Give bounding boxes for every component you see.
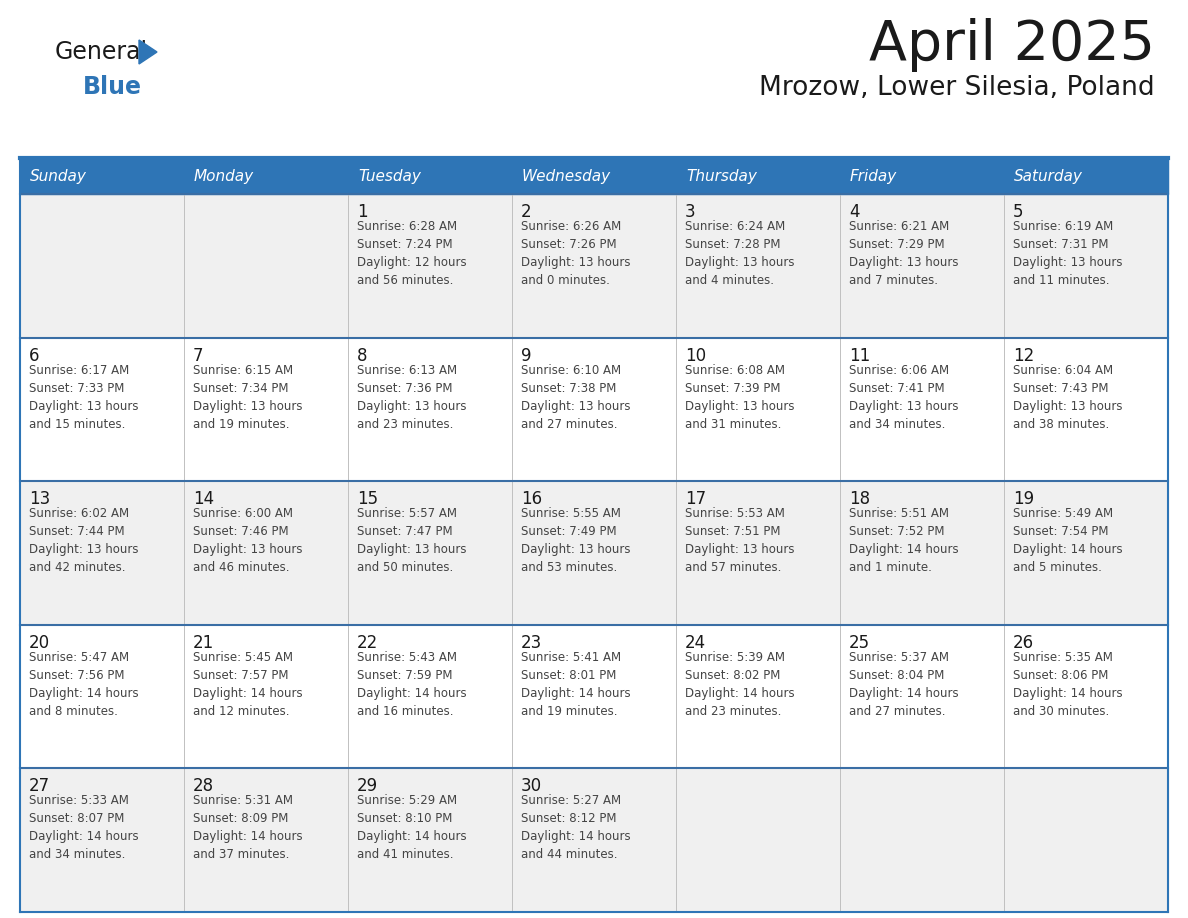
Text: 21: 21: [192, 633, 214, 652]
Text: Sunrise: 5:27 AM
Sunset: 8:12 PM
Daylight: 14 hours
and 44 minutes.: Sunrise: 5:27 AM Sunset: 8:12 PM Dayligh…: [522, 794, 631, 861]
Text: Thursday: Thursday: [685, 169, 757, 184]
Bar: [20, 481, 1168, 625]
Text: 27: 27: [29, 778, 50, 795]
Text: April 2025: April 2025: [868, 18, 1155, 72]
Text: 19: 19: [1013, 490, 1034, 509]
Text: Sunrise: 6:28 AM
Sunset: 7:24 PM
Daylight: 12 hours
and 56 minutes.: Sunrise: 6:28 AM Sunset: 7:24 PM Dayligh…: [358, 220, 467, 287]
Text: Sunrise: 6:08 AM
Sunset: 7:39 PM
Daylight: 13 hours
and 31 minutes.: Sunrise: 6:08 AM Sunset: 7:39 PM Dayligh…: [685, 364, 795, 431]
Text: Sunrise: 6:19 AM
Sunset: 7:31 PM
Daylight: 13 hours
and 11 minutes.: Sunrise: 6:19 AM Sunset: 7:31 PM Dayligh…: [1013, 220, 1123, 287]
Text: Sunrise: 6:06 AM
Sunset: 7:41 PM
Daylight: 13 hours
and 34 minutes.: Sunrise: 6:06 AM Sunset: 7:41 PM Dayligh…: [849, 364, 959, 431]
Bar: [20, 158, 1168, 194]
Text: 13: 13: [29, 490, 50, 509]
Text: Sunrise: 6:13 AM
Sunset: 7:36 PM
Daylight: 13 hours
and 23 minutes.: Sunrise: 6:13 AM Sunset: 7:36 PM Dayligh…: [358, 364, 467, 431]
Text: 30: 30: [522, 778, 542, 795]
Text: 18: 18: [849, 490, 870, 509]
Bar: [20, 768, 1168, 912]
Text: 29: 29: [358, 778, 378, 795]
Text: Blue: Blue: [83, 75, 143, 99]
Text: Sunrise: 5:33 AM
Sunset: 8:07 PM
Daylight: 14 hours
and 34 minutes.: Sunrise: 5:33 AM Sunset: 8:07 PM Dayligh…: [29, 794, 139, 861]
Text: 15: 15: [358, 490, 378, 509]
Text: Sunrise: 5:37 AM
Sunset: 8:04 PM
Daylight: 14 hours
and 27 minutes.: Sunrise: 5:37 AM Sunset: 8:04 PM Dayligh…: [849, 651, 959, 718]
Text: Sunrise: 6:26 AM
Sunset: 7:26 PM
Daylight: 13 hours
and 0 minutes.: Sunrise: 6:26 AM Sunset: 7:26 PM Dayligh…: [522, 220, 631, 287]
Text: 25: 25: [849, 633, 870, 652]
Text: 3: 3: [685, 203, 696, 221]
Text: Monday: Monday: [194, 169, 254, 184]
Text: Sunrise: 5:45 AM
Sunset: 7:57 PM
Daylight: 14 hours
and 12 minutes.: Sunrise: 5:45 AM Sunset: 7:57 PM Dayligh…: [192, 651, 303, 718]
Text: Tuesday: Tuesday: [358, 169, 421, 184]
Text: 8: 8: [358, 347, 367, 364]
Text: Sunrise: 5:39 AM
Sunset: 8:02 PM
Daylight: 14 hours
and 23 minutes.: Sunrise: 5:39 AM Sunset: 8:02 PM Dayligh…: [685, 651, 795, 718]
Text: General: General: [55, 40, 148, 64]
Text: Sunday: Sunday: [30, 169, 87, 184]
Text: Sunrise: 5:47 AM
Sunset: 7:56 PM
Daylight: 14 hours
and 8 minutes.: Sunrise: 5:47 AM Sunset: 7:56 PM Dayligh…: [29, 651, 139, 718]
Text: Sunrise: 5:29 AM
Sunset: 8:10 PM
Daylight: 14 hours
and 41 minutes.: Sunrise: 5:29 AM Sunset: 8:10 PM Dayligh…: [358, 794, 467, 861]
Text: Sunrise: 6:21 AM
Sunset: 7:29 PM
Daylight: 13 hours
and 7 minutes.: Sunrise: 6:21 AM Sunset: 7:29 PM Dayligh…: [849, 220, 959, 287]
Text: 10: 10: [685, 347, 706, 364]
Text: Sunrise: 6:24 AM
Sunset: 7:28 PM
Daylight: 13 hours
and 4 minutes.: Sunrise: 6:24 AM Sunset: 7:28 PM Dayligh…: [685, 220, 795, 287]
Text: 26: 26: [1013, 633, 1034, 652]
Text: Sunrise: 6:04 AM
Sunset: 7:43 PM
Daylight: 13 hours
and 38 minutes.: Sunrise: 6:04 AM Sunset: 7:43 PM Dayligh…: [1013, 364, 1123, 431]
Text: 23: 23: [522, 633, 542, 652]
Text: 7: 7: [192, 347, 203, 364]
Text: 4: 4: [849, 203, 859, 221]
Text: 17: 17: [685, 490, 706, 509]
Text: Sunrise: 5:35 AM
Sunset: 8:06 PM
Daylight: 14 hours
and 30 minutes.: Sunrise: 5:35 AM Sunset: 8:06 PM Dayligh…: [1013, 651, 1123, 718]
Text: 28: 28: [192, 778, 214, 795]
Text: 20: 20: [29, 633, 50, 652]
Polygon shape: [139, 40, 157, 64]
Text: Sunrise: 5:49 AM
Sunset: 7:54 PM
Daylight: 14 hours
and 5 minutes.: Sunrise: 5:49 AM Sunset: 7:54 PM Dayligh…: [1013, 508, 1123, 574]
Text: Sunrise: 5:55 AM
Sunset: 7:49 PM
Daylight: 13 hours
and 53 minutes.: Sunrise: 5:55 AM Sunset: 7:49 PM Dayligh…: [522, 508, 631, 574]
Text: 24: 24: [685, 633, 706, 652]
Text: Sunrise: 6:00 AM
Sunset: 7:46 PM
Daylight: 13 hours
and 46 minutes.: Sunrise: 6:00 AM Sunset: 7:46 PM Dayligh…: [192, 508, 303, 574]
Text: Sunrise: 5:41 AM
Sunset: 8:01 PM
Daylight: 14 hours
and 19 minutes.: Sunrise: 5:41 AM Sunset: 8:01 PM Dayligh…: [522, 651, 631, 718]
Bar: [20, 194, 1168, 338]
Text: Sunrise: 5:31 AM
Sunset: 8:09 PM
Daylight: 14 hours
and 37 minutes.: Sunrise: 5:31 AM Sunset: 8:09 PM Dayligh…: [192, 794, 303, 861]
Text: Sunrise: 6:17 AM
Sunset: 7:33 PM
Daylight: 13 hours
and 15 minutes.: Sunrise: 6:17 AM Sunset: 7:33 PM Dayligh…: [29, 364, 139, 431]
Text: Sunrise: 5:51 AM
Sunset: 7:52 PM
Daylight: 14 hours
and 1 minute.: Sunrise: 5:51 AM Sunset: 7:52 PM Dayligh…: [849, 508, 959, 574]
Text: 5: 5: [1013, 203, 1024, 221]
Text: 1: 1: [358, 203, 367, 221]
Text: Mrozow, Lower Silesia, Poland: Mrozow, Lower Silesia, Poland: [759, 75, 1155, 101]
Text: Sunrise: 6:15 AM
Sunset: 7:34 PM
Daylight: 13 hours
and 19 minutes.: Sunrise: 6:15 AM Sunset: 7:34 PM Dayligh…: [192, 364, 303, 431]
Text: 9: 9: [522, 347, 531, 364]
Text: Sunrise: 6:10 AM
Sunset: 7:38 PM
Daylight: 13 hours
and 27 minutes.: Sunrise: 6:10 AM Sunset: 7:38 PM Dayligh…: [522, 364, 631, 431]
Text: Saturday: Saturday: [1015, 169, 1083, 184]
Text: Sunrise: 6:02 AM
Sunset: 7:44 PM
Daylight: 13 hours
and 42 minutes.: Sunrise: 6:02 AM Sunset: 7:44 PM Dayligh…: [29, 508, 139, 574]
Text: 16: 16: [522, 490, 542, 509]
Text: 6: 6: [29, 347, 39, 364]
Text: 12: 12: [1013, 347, 1035, 364]
Text: Sunrise: 5:57 AM
Sunset: 7:47 PM
Daylight: 13 hours
and 50 minutes.: Sunrise: 5:57 AM Sunset: 7:47 PM Dayligh…: [358, 508, 467, 574]
Text: Sunrise: 5:53 AM
Sunset: 7:51 PM
Daylight: 13 hours
and 57 minutes.: Sunrise: 5:53 AM Sunset: 7:51 PM Dayligh…: [685, 508, 795, 574]
Text: Friday: Friday: [849, 169, 897, 184]
Bar: [20, 625, 1168, 768]
Text: 14: 14: [192, 490, 214, 509]
Text: Sunrise: 5:43 AM
Sunset: 7:59 PM
Daylight: 14 hours
and 16 minutes.: Sunrise: 5:43 AM Sunset: 7:59 PM Dayligh…: [358, 651, 467, 718]
Text: 11: 11: [849, 347, 871, 364]
Text: 2: 2: [522, 203, 531, 221]
Text: Wednesday: Wednesday: [522, 169, 611, 184]
Bar: [20, 338, 1168, 481]
Text: 22: 22: [358, 633, 378, 652]
